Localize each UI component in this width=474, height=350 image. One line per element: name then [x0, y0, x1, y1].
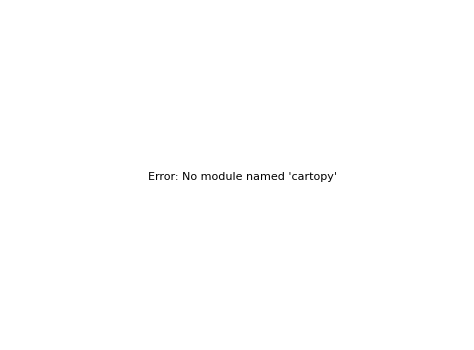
Text: Error: No module named 'cartopy': Error: No module named 'cartopy'	[148, 172, 337, 182]
